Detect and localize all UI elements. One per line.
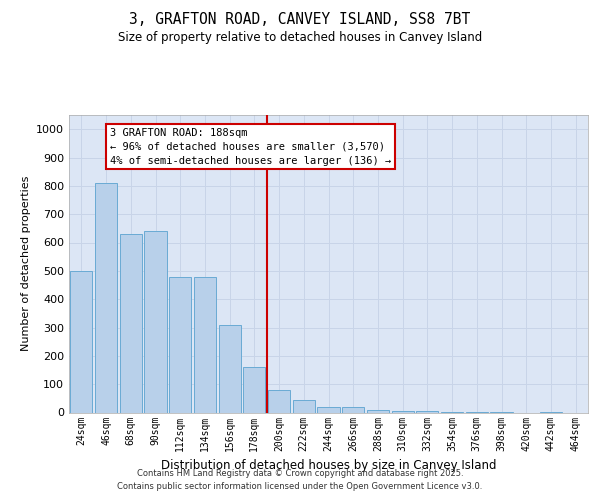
Text: Contains HM Land Registry data © Crown copyright and database right 2025.
Contai: Contains HM Land Registry data © Crown c… — [118, 470, 482, 491]
Bar — [317, 407, 340, 412]
Bar — [169, 276, 191, 412]
Text: 3, GRAFTON ROAD, CANVEY ISLAND, SS8 7BT: 3, GRAFTON ROAD, CANVEY ISLAND, SS8 7BT — [130, 12, 470, 28]
Bar — [342, 408, 364, 412]
Bar — [70, 271, 92, 412]
Text: Size of property relative to detached houses in Canvey Island: Size of property relative to detached ho… — [118, 31, 482, 44]
Bar — [218, 324, 241, 412]
Text: 3 GRAFTON ROAD: 188sqm
← 96% of detached houses are smaller (3,570)
4% of semi-d: 3 GRAFTON ROAD: 188sqm ← 96% of detached… — [110, 128, 391, 166]
X-axis label: Distribution of detached houses by size in Canvey Island: Distribution of detached houses by size … — [161, 459, 496, 472]
Bar — [293, 400, 315, 412]
Bar — [95, 183, 117, 412]
Bar — [268, 390, 290, 412]
Bar — [194, 276, 216, 412]
Bar — [243, 367, 265, 412]
Y-axis label: Number of detached properties: Number of detached properties — [20, 176, 31, 352]
Bar — [119, 234, 142, 412]
Bar — [145, 231, 167, 412]
Bar — [392, 410, 414, 412]
Bar — [367, 410, 389, 412]
